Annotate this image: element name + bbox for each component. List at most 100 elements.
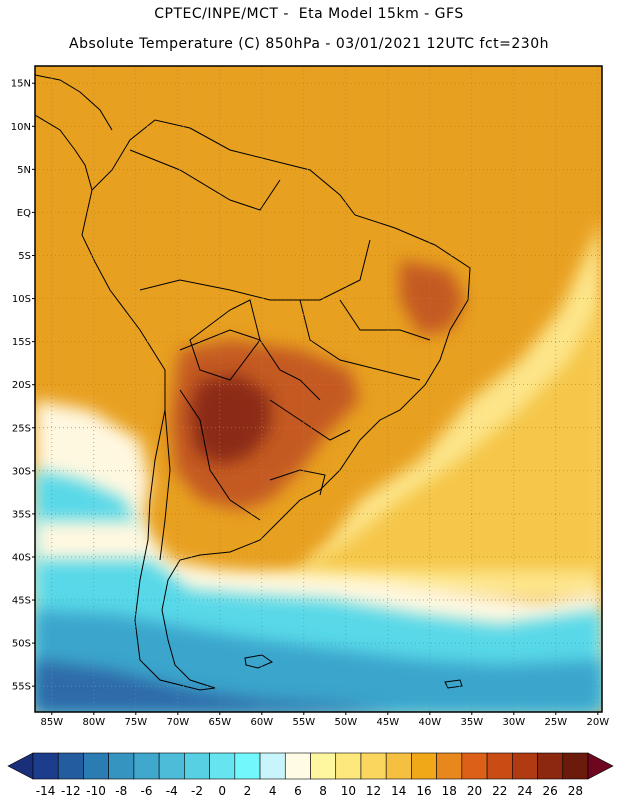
field-hot-core [190,375,270,465]
colorbar-cell [259,752,286,780]
colorbar-cell [310,752,337,780]
lat-label: 20S [12,380,31,391]
colorbar-cells [32,752,589,780]
colorbar-cell [385,752,412,780]
lat-label: 5N [17,165,31,176]
colorbar-labels: -14 -12 -10 -8 -6 -4 -2 0 2 4 6 8 10 12 14 16 18 20 22 24 26… [36,784,583,798]
lat-label: 25S [12,423,31,434]
colorbar-cell [57,752,84,780]
colorbar-label: 8 [319,784,327,798]
colorbar: -14 -12 -10 -8 -6 -4 -2 0 2 4 6 8 10 12 14 16 18 20 22 24 26… [7,752,614,798]
colorbar-label: 22 [492,784,507,798]
lat-label: 10N [11,122,31,133]
lat-label: 55S [12,682,31,693]
colorbar-label: 0 [218,784,226,798]
lon-label: 75W [124,717,147,728]
colorbar-cell [234,752,261,780]
lon-label: 35W [460,717,483,728]
colorbar-label: 12 [366,784,381,798]
colorbar-cell [284,752,311,780]
lon-label: 70W [166,717,189,728]
colorbar-label: 4 [269,784,277,798]
colorbar-cell [335,752,362,780]
colorbar-label: 6 [294,784,302,798]
lon-label: 50W [334,717,357,728]
colorbar-cell [360,752,387,780]
lon-label: 30W [502,717,525,728]
field-mild-band [300,300,602,570]
colorbar-cell [133,752,160,780]
longitude-labels: 85W 80W 75W 70W 65W 60W 55W 50W 45W 40W 35W 30W 25W 2… [40,712,609,728]
border-venezuela [129,149,281,211]
colorbar-cell [158,752,185,780]
field-ne-warm [400,260,465,335]
colorbar-cell [461,752,488,780]
colorbar-label: 2 [244,784,252,798]
colorbar-label: -4 [166,784,178,798]
colorbar-label: 18 [442,784,457,798]
lon-label: 40W [418,717,441,728]
lat-label: 30S [12,466,31,477]
colorbar-cell [209,752,236,780]
field-deep-cold [35,660,400,712]
colorbar-label: 20 [467,784,482,798]
colorbar-label: -6 [141,784,153,798]
colorbar-label: -2 [191,784,203,798]
lon-label: 20W [586,717,609,728]
border-bolivia [189,299,261,381]
central-america [35,114,93,191]
title-line-2: Absolute Temperature (C) 850hPa - 03/01/… [69,36,549,52]
colorbar-cell [411,752,437,780]
lat-label: 35S [12,509,31,520]
lon-label: 45W [376,717,399,728]
falklands [244,654,274,669]
border-brazil-north [139,239,371,301]
colorbar-label: -8 [115,784,127,798]
border-uruguay [269,469,326,496]
south-america-outline [81,119,471,691]
colorbar-label: 28 [568,784,583,798]
colorbar-overflow-arrow [587,752,614,780]
lon-label: 65W [208,717,231,728]
lon-label: 25W [544,717,567,728]
border-chile [159,409,171,561]
colorbar-cell [537,752,564,780]
border-states [269,299,431,441]
lon-label: 85W [40,717,63,728]
colorbar-cell [436,752,463,780]
colorbar-label: -10 [86,784,106,798]
lon-label: 80W [82,717,105,728]
lon-label: 55W [292,717,315,728]
colorbar-label: -12 [61,784,81,798]
colorbar-cell [108,752,135,780]
graticule [35,66,602,712]
lat-label: 15S [12,337,31,348]
lon-label: 60W [250,717,273,728]
temperature-field [35,66,602,712]
colorbar-label: 24 [517,784,532,798]
lat-label: EQ [17,208,31,219]
colorbar-label: 16 [416,784,431,798]
lat-label: 40S [12,552,31,563]
colorbar-cell [184,752,210,780]
colorbar-cell [32,752,59,780]
border-brazil-west [179,329,321,401]
latitude-labels: 15N 10N 5N EQ 5S 10S 15S 20S 25S 30S 35S 40S 45S 50S 5… [11,79,35,693]
colorbar-label: 14 [391,784,406,798]
colorbar-label: 10 [341,784,356,798]
colorbar-cell [562,752,589,780]
lat-label: 10S [12,294,31,305]
lat-label: 15N [11,79,31,90]
lat-label: 50S [12,639,31,650]
map-frame [34,65,603,713]
colorbar-underflow-arrow [7,752,34,780]
colorbar-cell [83,752,109,780]
colorbar-cell [512,752,538,780]
lat-label: 45S [12,596,31,607]
colorbar-label: -14 [36,784,56,798]
title-line-1: CPTEC/INPE/MCT - Eta Model 15km - GFS [154,6,464,22]
lat-label: 5S [18,251,31,262]
border-argentina [179,389,261,521]
